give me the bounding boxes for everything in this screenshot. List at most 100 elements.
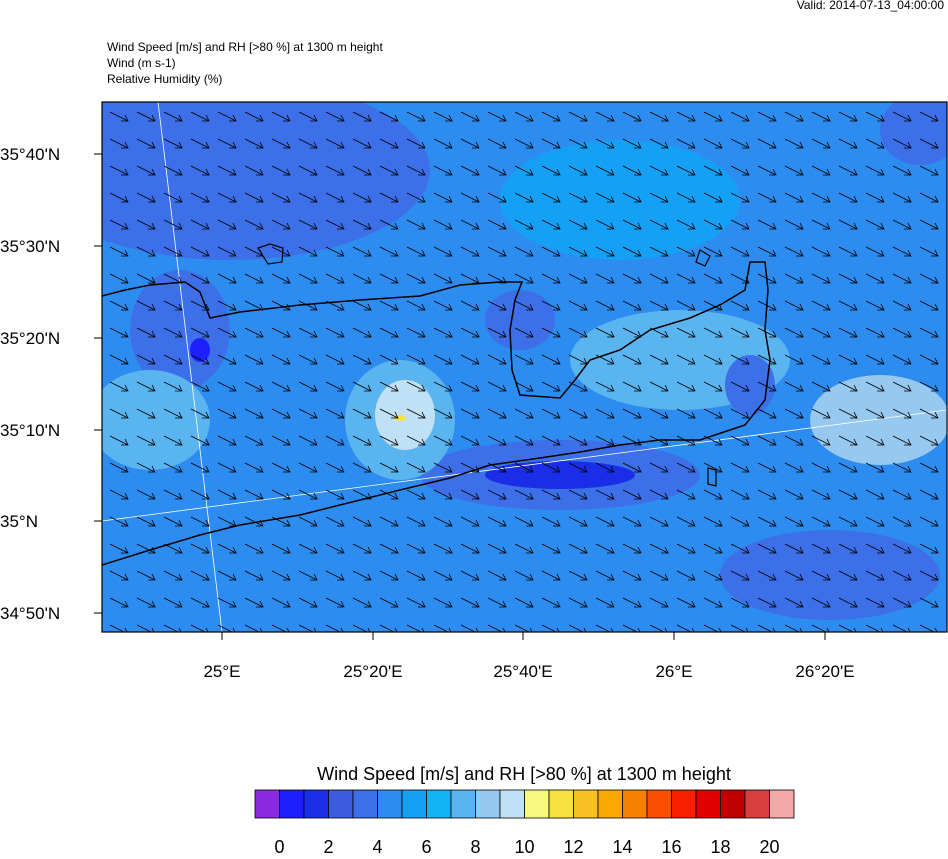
wind-arrow [109,327,129,338]
wind-arrow [865,192,885,203]
wind-arrow [406,192,426,203]
wind-arrow [352,435,372,446]
wind-arrow [487,273,507,284]
wind-arrow [514,489,534,500]
wind-arrow [433,543,453,554]
wind-arrow [784,192,804,203]
wind-arrow [514,354,534,365]
wind-arrow [271,246,291,257]
wind-arrow [487,165,507,176]
wind-arrow [352,381,372,392]
wind-arrow [919,246,939,257]
wind-arrow [271,570,291,581]
wind-arrow [730,543,750,554]
wind-arrow [136,624,155,632]
wind-arrow [352,624,371,632]
wind-arrow [595,543,615,554]
wind-arrow [433,462,453,473]
wind-arrow [271,408,291,419]
wind-arrow [325,192,345,203]
wind-arrow [244,435,264,446]
wind-arrow [433,435,453,446]
wind-arrow [406,597,426,608]
wind-arrow [649,327,669,338]
wind-arrow [622,354,642,365]
wind-arrow [784,327,804,338]
lon-label: 25°40'E [493,662,552,681]
wind-arrow [298,489,318,500]
wind-arrow [865,516,885,527]
colorbar-tick-label: 12 [563,837,583,854]
wind-arrow [838,462,858,473]
wind-arrow [892,165,912,176]
wind-arrow [217,516,237,527]
wind-arrow [595,300,615,311]
wind-arrow [757,273,777,284]
colorbar-box [401,789,427,819]
wind-arrow [730,219,750,230]
wind-arrow [298,435,318,446]
wind-arrow [217,462,237,473]
wind-arrow [622,516,642,527]
wind-arrow [352,408,372,419]
wind-arrow [757,624,776,632]
wind-arrow [244,165,264,176]
wind-arrow [595,354,615,365]
wind-arrow [379,111,399,122]
colorbar-tick-label: 18 [710,837,730,854]
wind-arrow [136,489,156,500]
wind-arrow [190,219,210,230]
wind-arrow [190,516,210,527]
wind-arrow [676,624,695,632]
wind-arrow [163,543,183,554]
wind-arrow [622,489,642,500]
wind-arrow [217,489,237,500]
wind-arrow [541,300,561,311]
colorbar-tick-label: 4 [372,837,382,854]
wind-arrow [784,219,804,230]
wind-arrow [217,624,236,632]
wind-arrow [136,219,156,230]
wind-arrow [784,543,804,554]
wind-arrow [406,300,426,311]
wind-arrow [109,489,129,500]
wind-arrow [595,435,615,446]
wind-arrow [271,543,291,554]
wind-arrow [730,273,750,284]
colorbar-box [254,789,280,819]
wind-arrow [514,300,534,311]
wind-arrow [892,570,912,581]
wind-arrow [676,489,696,500]
wind-arrow [271,327,291,338]
wind-arrow [109,570,129,581]
wind-arrow [649,138,669,149]
wind-arrow [541,273,561,284]
wind-arrow [811,462,831,473]
wind-arrow [541,192,561,203]
wind-arrow [406,570,426,581]
colorbar-tick-label: 10 [514,837,534,854]
wind-arrow [838,246,858,257]
wind-arrow [757,597,777,608]
wind-arrow [217,435,237,446]
wind-arrow [433,246,453,257]
wind-arrow [190,246,210,257]
wind-arrow [514,543,534,554]
wind-arrow [838,219,858,230]
wind-arrow [595,381,615,392]
wind-arrow [919,273,939,284]
wind-arrow [163,489,183,500]
wind-arrow [325,381,345,392]
wind-arrow [892,219,912,230]
wind-arrow [190,192,210,203]
wind-arrow [217,219,237,230]
wind-arrow [271,516,291,527]
wind-arrow [460,489,480,500]
wind-arrow [568,624,587,632]
wind-arrow [784,597,804,608]
wind-arrow [649,192,669,203]
wind-arrow [433,192,453,203]
wind-arrow [757,489,777,500]
wind-arrow [163,408,183,419]
